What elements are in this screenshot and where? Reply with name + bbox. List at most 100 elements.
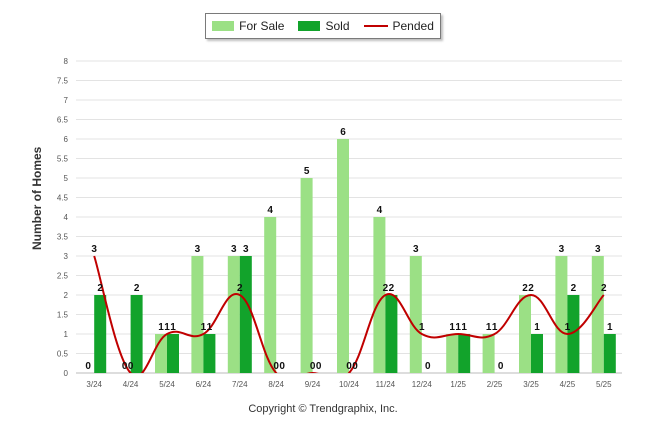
for-sale-value-label: 3 [195,244,201,255]
y-tick-label: 7.5 [57,77,69,86]
y-tick-label: 5.5 [57,155,69,164]
sold-bar [603,334,616,373]
pended-value-label: 1 [565,322,571,333]
for-sale-swatch [212,21,235,31]
sold-value-label: 0 [279,361,285,372]
legend-label-sold: Sold [325,19,350,33]
for-sale-bar [555,256,568,373]
sold-bar [167,334,179,373]
sold-value-label: 3 [243,244,249,255]
for-sale-value-label: 6 [340,127,346,138]
sold-value-label: 0 [425,361,431,372]
for-sale-value-label: 4 [267,205,273,216]
sold-bar [203,334,216,373]
y-tick-label: 3.5 [57,233,69,242]
legend-item-for-sale[interactable]: For Sale [212,19,284,33]
sold-bar [458,334,471,373]
sold-value-label: 2 [389,283,395,294]
pended-value-label: 1 [455,322,461,333]
legend-label-for-sale: For Sale [239,19,285,33]
sold-value-label: 0 [316,361,322,372]
y-tick-label: 1.5 [57,311,69,320]
pended-value-label: 1 [164,322,170,333]
sold-value-label: 2 [134,283,140,294]
for-sale-bar [300,178,313,373]
sold-value-label: 1 [170,322,176,333]
sold-bar [239,256,252,373]
y-tick-label: 1 [64,330,69,339]
pended-value-label: 0 [128,361,134,372]
sold-value-label: 1 [607,322,613,333]
copyright-footer: Copyright © Trendgraphix, Inc. [248,403,398,415]
y-tick-label: 2.5 [57,272,69,281]
y-tick-label: 6 [64,135,69,144]
pended-value-label: 1 [201,322,207,333]
for-sale-bar [264,217,277,373]
sold-value-label: 2 [571,283,577,294]
x-tick-label: 12/24 [412,380,433,389]
sold-value-label: 0 [498,361,504,372]
x-tick-label: 6/24 [196,380,212,389]
legend-item-pended[interactable]: Pended [363,19,434,33]
sold-bar [531,334,543,373]
for-sale-value-label: 3 [231,244,237,255]
y-tick-label: 7 [64,96,69,105]
pended-value-label: 2 [237,283,243,294]
y-tick-label: 2 [64,291,69,300]
pended-value-label: 1 [492,322,498,333]
for-sale-value-label: 0 [122,361,128,372]
sold-value-label: 1 [534,322,540,333]
y-axis-title: Number of Homes [30,146,44,250]
legend-label-pended: Pended [392,19,434,33]
pended-value-label: 0 [273,361,279,372]
pended-value-label: 2 [601,283,607,294]
for-sale-bar [591,256,604,373]
x-tick-label: 1/25 [450,380,466,389]
for-sale-value-label: 2 [522,283,528,294]
x-tick-label: 7/24 [232,380,248,389]
for-sale-bar [409,256,422,373]
pended-value-label: 2 [528,283,534,294]
for-sale-bar [446,334,459,373]
for-sale-value-label: 1 [449,322,455,333]
y-tick-label: 0 [64,369,69,378]
sold-bar [567,295,580,373]
sold-swatch [298,21,321,31]
for-sale-value-label: 3 [595,244,601,255]
x-tick-label: 5/24 [159,380,175,389]
for-sale-value-label: 5 [304,166,310,177]
sold-value-label: 1 [207,322,213,333]
x-tick-label: 5/25 [596,380,612,389]
pended-value-label: 1 [419,322,425,333]
for-sale-value-label: 4 [377,205,383,216]
for-sale-bar [337,139,349,373]
x-tick-label: 2/25 [487,380,503,389]
for-sale-value-label: 3 [413,244,419,255]
x-tick-label: 4/25 [560,380,576,389]
for-sale-bar [191,256,204,373]
y-tick-label: 5 [64,174,69,183]
pended-swatch [363,25,388,27]
pended-value-label: 0 [346,361,352,372]
legend: For Sale Sold Pended [205,13,441,39]
y-tick-label: 0.5 [57,350,69,359]
for-sale-value-label: 1 [158,322,164,333]
sold-bar [130,295,143,373]
legend-item-sold[interactable]: Sold [298,19,350,33]
for-sale-bar [482,334,495,373]
for-sale-bar [373,217,386,373]
x-tick-label: 10/24 [339,380,360,389]
x-tick-label: 3/25 [523,380,539,389]
y-tick-label: 8 [64,57,69,66]
pended-value-label: 3 [91,244,97,255]
pended-line [93,255,605,373]
for-sale-value-label: 0 [85,361,91,372]
y-tick-label: 6.5 [57,116,69,125]
for-sale-value-label: 3 [559,244,565,255]
sold-value-label: 1 [461,322,467,333]
x-tick-label: 3/24 [86,380,102,389]
sold-bar [94,295,107,373]
y-tick-label: 3 [64,252,69,261]
x-tick-label: 9/24 [305,380,321,389]
